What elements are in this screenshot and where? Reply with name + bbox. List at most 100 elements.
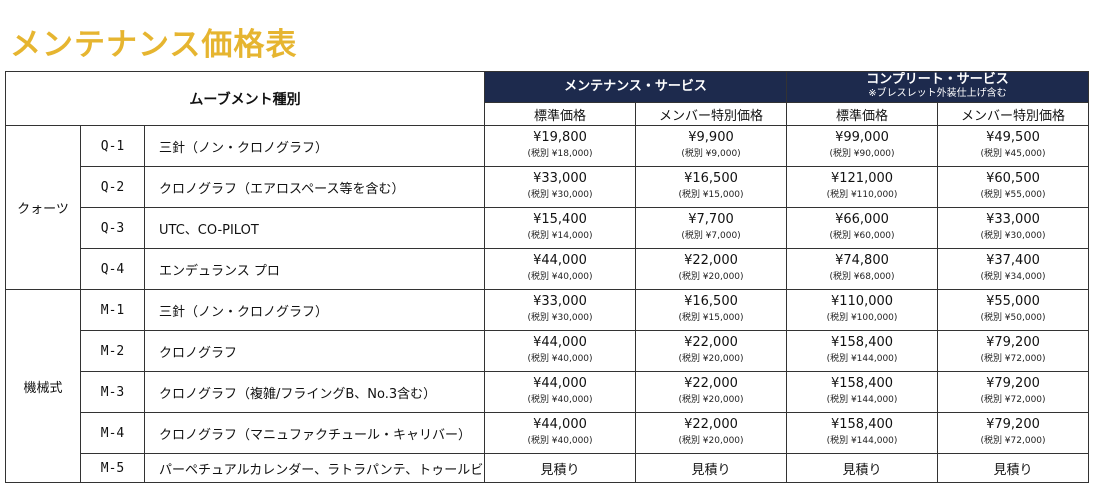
table-row: 機械式 M-1 三針（ノン・クロノグラフ） ¥33,000 (税別 ¥30,000) ¥1…: [5, 289, 1089, 483]
table-row: M-5 パーペチュアルカレンダー、ラトラパンテ、トゥールビヨン 見積り 見積り 見積り見…: [6, 453, 1089, 483]
movement-code: Q-2: [80, 166, 145, 208]
movement-code: M-4: [80, 412, 145, 454]
price-incl-tax: ¥79,200: [986, 335, 1040, 350]
price-excl-tax: (税別 ¥144,000): [826, 395, 898, 405]
price-excl-tax: (税別 ¥20,000): [678, 272, 744, 282]
price-incl-tax: ¥33,000: [533, 294, 587, 309]
price-incl-tax: ¥33,000: [533, 171, 587, 186]
price-cell: ¥15,400 (税別 ¥14,000): [484, 207, 636, 249]
price-incl-tax: ¥22,000: [684, 417, 738, 432]
price-incl-tax: ¥33,000: [986, 212, 1040, 227]
table-row: Q-3 UTC、CO-PILOT ¥15,400 (税別 ¥14,000) ¥7,700…: [6, 207, 1089, 249]
price-excl-tax: (税別 ¥40,000): [527, 354, 593, 364]
price-cell: ¥158,400 (税別 ¥144,000): [786, 371, 938, 413]
price-incl-tax: ¥158,400: [830, 335, 894, 350]
maintenance-standard-price-header: 標準価格: [484, 102, 636, 126]
price-excl-tax: (税別 ¥144,000): [826, 436, 898, 446]
price-excl-tax: (税別 ¥20,000): [678, 354, 744, 364]
complete-service-header: コンプリート・サービス ※ブレスレット外装仕上げ含む: [786, 71, 1089, 103]
price-excl-tax: (税別 ¥18,000): [527, 149, 593, 159]
price-incl-tax: ¥44,000: [533, 335, 587, 350]
price-incl-tax: ¥16,500: [684, 171, 738, 186]
price-incl-tax: ¥60,500: [986, 171, 1040, 186]
price-excl-tax: (税別 ¥100,000): [826, 313, 898, 323]
price-excl-tax: (税別 ¥55,000): [980, 190, 1046, 200]
price-incl-tax: ¥66,000: [835, 212, 889, 227]
price-cell: ¥44,000 (税別 ¥40,000): [484, 330, 636, 372]
price-estimate: 見積り: [937, 453, 1089, 483]
price-cell: ¥22,000 (税別 ¥20,000): [635, 330, 787, 372]
movement-code: M-5: [80, 453, 145, 483]
movement-type-header: ムーブメント種別: [5, 71, 485, 126]
movement-group-cell: 機械式: [5, 289, 81, 483]
price-cell: ¥7,700 (税別 ¥7,000): [635, 207, 787, 249]
price-cell: ¥66,000 (税別 ¥60,000): [786, 207, 938, 249]
price-cell: ¥33,000 (税別 ¥30,000): [484, 166, 636, 208]
price-incl-tax: ¥16,500: [684, 294, 738, 309]
price-cell: ¥79,200 (税別 ¥72,000): [937, 412, 1089, 454]
price-cell: ¥110,000 (税別 ¥100,000): [786, 289, 938, 331]
price-cell: ¥44,000 (税別 ¥40,000): [484, 412, 636, 454]
price-incl-tax: ¥22,000: [684, 376, 738, 391]
table-row: M-4 クロノグラフ（マニュファクチュール・キャリバー） ¥44,000 (税別 ¥4…: [6, 412, 1089, 454]
movement-model: UTC、CO-PILOT: [144, 207, 485, 249]
movement-code: Q-1: [80, 125, 145, 167]
price-excl-tax: (税別 ¥40,000): [527, 436, 593, 446]
complete-standard-price-header: 標準価格: [786, 102, 938, 126]
price-incl-tax: ¥22,000: [684, 335, 738, 350]
movement-code: Q-3: [80, 207, 145, 249]
price-incl-tax: ¥37,400: [986, 253, 1040, 268]
price-cell: ¥16,500 (税別 ¥15,000): [635, 289, 787, 331]
price-excl-tax: (税別 ¥90,000): [829, 149, 895, 159]
price-excl-tax: (税別 ¥20,000): [678, 395, 744, 405]
price-estimate: 見積り: [786, 453, 938, 483]
price-incl-tax: ¥44,000: [533, 417, 587, 432]
table-row: M-2 クロノグラフ ¥44,000 (税別 ¥40,000) ¥22,000 (税別 ¥…: [6, 330, 1089, 372]
price-excl-tax: (税別 ¥45,000): [980, 149, 1046, 159]
movement-model: 三針（ノン・クロノグラフ）: [144, 289, 485, 331]
price-excl-tax: (税別 ¥144,000): [826, 354, 898, 364]
price-estimate: 見積り: [635, 453, 787, 483]
price-excl-tax: (税別 ¥72,000): [980, 436, 1046, 446]
price-cell: ¥74,800 (税別 ¥68,000): [786, 248, 938, 290]
price-incl-tax: ¥22,000: [684, 253, 738, 268]
page-title: メンテナンス価格表: [10, 27, 298, 63]
movement-code: M-1: [80, 289, 145, 331]
movement-model: パーペチュアルカレンダー、ラトラパンテ、トゥールビヨン: [144, 453, 485, 483]
price-excl-tax: (税別 ¥34,000): [980, 272, 1046, 282]
maintenance-member-price-header: メンバー特別価格: [635, 102, 787, 126]
price-cell: ¥158,400 (税別 ¥144,000): [786, 412, 938, 454]
price-cell: ¥22,000 (税別 ¥20,000): [635, 412, 787, 454]
price-excl-tax: (税別 ¥30,000): [527, 190, 593, 200]
price-incl-tax: ¥44,000: [533, 253, 587, 268]
price-excl-tax: (税別 ¥30,000): [980, 231, 1046, 241]
price-incl-tax: ¥7,700: [688, 212, 734, 227]
price-excl-tax: (税別 ¥7,000): [681, 231, 741, 241]
price-excl-tax: (税別 ¥9,000): [681, 149, 741, 159]
price-incl-tax: ¥121,000: [830, 171, 894, 186]
price-excl-tax: (税別 ¥14,000): [527, 231, 593, 241]
movement-model: クロノグラフ（エアロスペース等を含む）: [144, 166, 485, 208]
table-row: Q-4 エンデュランス プロ ¥44,000 (税別 ¥40,000) ¥22,000 (…: [6, 248, 1089, 290]
price-incl-tax: ¥15,400: [533, 212, 587, 227]
price-cell: ¥79,200 (税別 ¥72,000): [937, 371, 1089, 413]
complete-service-label: コンプリート・サービス: [866, 72, 1009, 87]
price-cell: ¥55,000 (税別 ¥50,000): [937, 289, 1089, 331]
price-cell: ¥19,800 (税別 ¥18,000): [484, 125, 636, 167]
price-excl-tax: (税別 ¥20,000): [678, 436, 744, 446]
price-cell: ¥79,200 (税別 ¥72,000): [937, 330, 1089, 372]
price-incl-tax: ¥79,200: [986, 376, 1040, 391]
movement-model: クロノグラフ（複雑/フライングB、No.3含む）: [144, 371, 485, 413]
price-incl-tax: ¥19,800: [533, 130, 587, 145]
price-cell: ¥33,000 (税別 ¥30,000): [484, 289, 636, 331]
movement-code: M-2: [80, 330, 145, 372]
table-row: Q-2 クロノグラフ（エアロスペース等を含む） ¥33,000 (税別 ¥30,000…: [6, 166, 1089, 208]
price-excl-tax: (税別 ¥60,000): [829, 231, 895, 241]
price-excl-tax: (税別 ¥110,000): [826, 190, 898, 200]
price-cell: ¥99,000 (税別 ¥90,000): [786, 125, 938, 167]
price-cell: ¥44,000 (税別 ¥40,000): [484, 371, 636, 413]
movement-model: クロノグラフ（マニュファクチュール・キャリバー）: [144, 412, 485, 454]
price-incl-tax: ¥74,800: [835, 253, 889, 268]
price-excl-tax: (税別 ¥15,000): [678, 313, 744, 323]
price-cell: ¥33,000 (税別 ¥30,000): [937, 207, 1089, 249]
